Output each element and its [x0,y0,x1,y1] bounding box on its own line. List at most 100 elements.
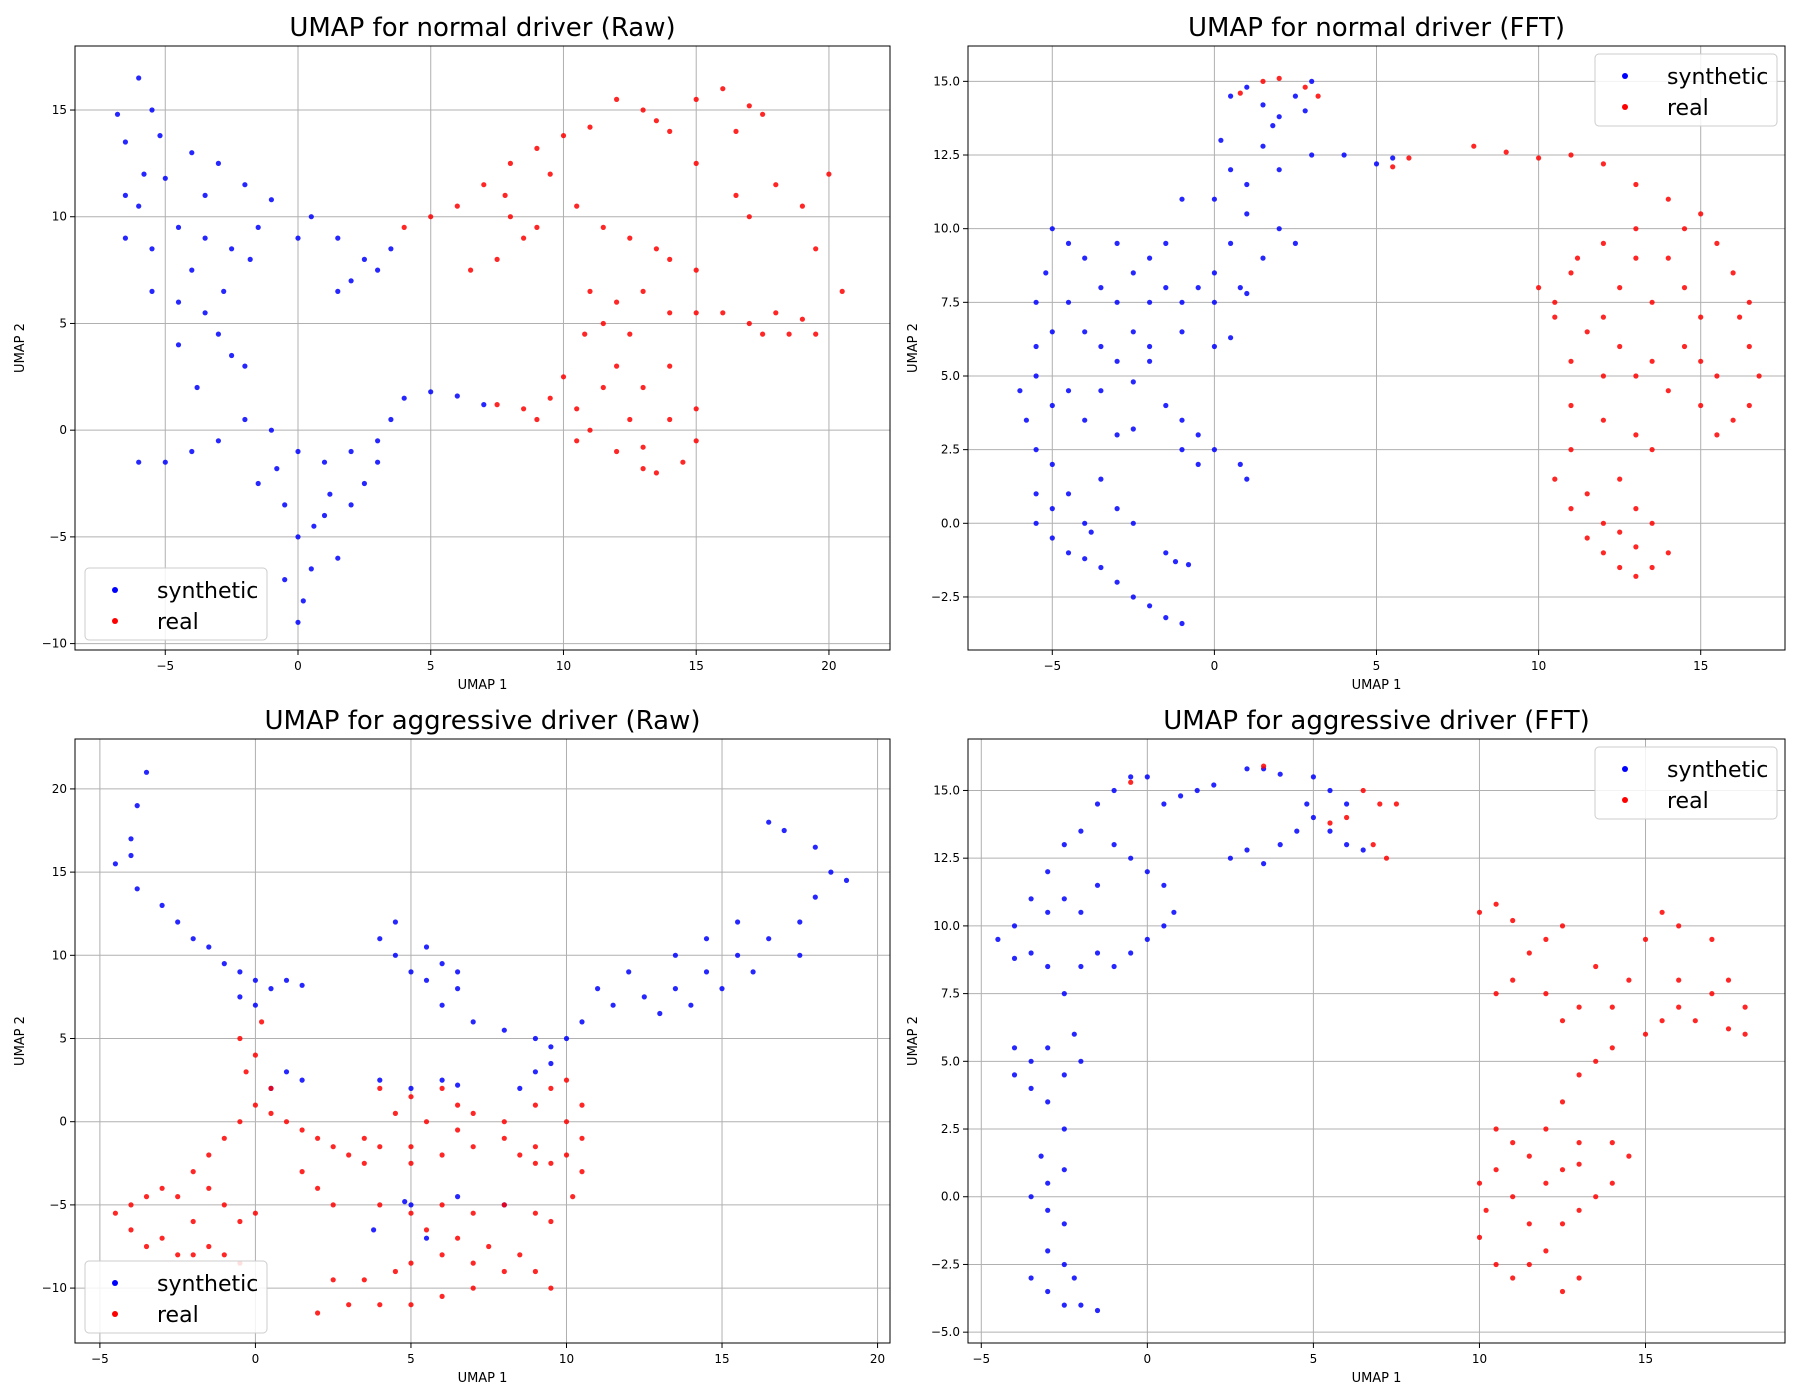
data-point-synthetic [1061,1126,1067,1132]
data-point-synthetic [1276,226,1282,232]
data-point-synthetic [1049,329,1055,335]
data-point-real [1390,164,1396,170]
data-point-real [361,1135,367,1141]
data-point-synthetic [1128,855,1134,861]
data-point-synthetic [1292,240,1298,246]
data-point-synthetic [595,986,601,992]
data-point-synthetic [300,598,306,604]
data-point-synthetic [517,1085,523,1091]
data-point-synthetic [532,1035,539,1042]
data-point-synthetic [361,256,367,262]
data-point-real [1698,402,1704,409]
data-point-synthetic [190,936,196,942]
data-point-synthetic [1114,432,1120,438]
data-point-real [1510,1140,1516,1146]
x-tick-label: 0 [294,659,302,673]
data-point-synthetic [1111,842,1117,848]
data-point-real [579,1169,585,1175]
data-point-synthetic [1011,1072,1018,1078]
data-point-real [773,310,779,316]
data-point-synthetic [375,438,381,444]
data-point-real [720,310,726,316]
data-point-real [1714,373,1720,379]
data-point-synthetic [1277,842,1283,848]
data-point-real [1676,1004,1682,1010]
data-point-real [1659,1018,1665,1024]
legend-marker-synthetic [1622,73,1628,79]
data-point-synthetic [735,919,741,925]
data-point-real [1526,950,1532,956]
data-point-synthetic [1147,343,1153,350]
data-point-synthetic [688,1002,694,1008]
data-point-synthetic [1237,461,1243,467]
data-point-real [1493,901,1499,907]
data-point-real [1665,196,1671,202]
data-point-real [640,444,646,450]
data-point-real [1568,152,1574,158]
data-point-real [1681,343,1688,350]
legend-label-synthetic: synthetic [1667,758,1768,783]
data-point-synthetic [282,502,288,508]
data-point-real [1559,1167,1566,1173]
data-point-synthetic [423,944,430,950]
data-point-synthetic [299,982,305,988]
data-point-real [579,1135,585,1141]
legend-box [1594,746,1778,820]
data-point-real [560,133,567,139]
y-tick-label: 5.0 [941,1054,960,1068]
data-point-real [733,192,739,198]
data-point-real [1493,1126,1499,1132]
data-point-synthetic [237,969,243,975]
data-point-synthetic [828,869,834,875]
data-point-synthetic [255,224,261,230]
y-tick-label: 10.0 [933,919,960,933]
data-point-real [653,246,660,252]
data-point-synthetic [579,1019,585,1025]
data-point-real [470,1260,476,1266]
data-point-synthetic [1061,1221,1067,1227]
data-point-synthetic [1270,123,1276,129]
y-tick-label: 5 [59,316,67,330]
data-point-real [1730,417,1736,423]
data-point-synthetic [501,1027,507,1033]
data-point-real [1493,1167,1499,1173]
data-point-real [1510,1194,1516,1200]
data-point-real [1568,402,1574,409]
data-point-real [330,1277,336,1283]
data-point-real [1584,329,1590,335]
data-point-real [128,1202,134,1208]
data-point-synthetic [122,139,128,145]
data-point-synthetic [1144,936,1150,943]
series-real [1237,75,1762,579]
data-point-synthetic [295,534,301,540]
data-point-synthetic [1033,520,1039,526]
data-point-synthetic [1360,847,1366,853]
data-point-real [667,310,673,316]
data-point-synthetic [194,384,200,391]
data-point-synthetic [1078,1058,1084,1064]
data-point-synthetic [1237,285,1243,291]
data-point-synthetic [1065,491,1072,497]
y-tick-label: 0.0 [941,516,960,530]
data-point-real [1526,1261,1532,1268]
data-point-synthetic [283,977,290,983]
data-point-real [259,1019,265,1025]
data-point-synthetic [750,969,756,975]
data-point-synthetic [1094,1307,1101,1314]
x-axis-label: UMAP 1 [1352,678,1402,693]
data-point-real [600,384,606,391]
data-point-real [1649,447,1655,453]
data-point-synthetic [1028,1085,1034,1091]
data-point-synthetic [371,1227,377,1233]
data-point-real [1633,373,1639,379]
data-point-real [1584,491,1590,497]
data-point-synthetic [1061,1167,1067,1173]
data-point-real [470,1110,476,1116]
data-point-synthetic [1078,963,1084,970]
chart-title: UMAP for aggressive driver (FFT) [1163,706,1590,736]
data-point-synthetic [299,1077,305,1083]
data-point-real [1576,1072,1582,1078]
data-point-real [143,1194,150,1200]
data-point-synthetic [157,133,163,139]
data-point-real [481,182,487,188]
